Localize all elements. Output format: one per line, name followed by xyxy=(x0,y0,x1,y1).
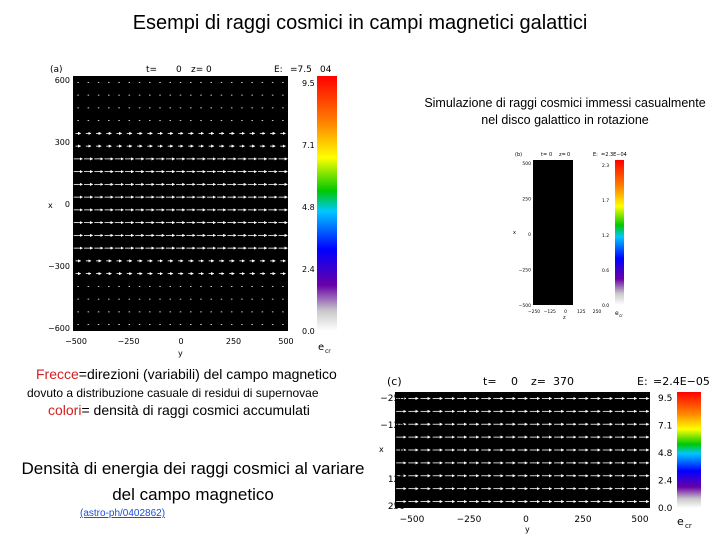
colorbar-tick-label: 4.8 xyxy=(658,449,673,459)
y-tick-label: −250 xyxy=(519,268,531,274)
colorbar-sublabel: cr xyxy=(619,313,623,318)
y-tick-label: 250 xyxy=(522,197,531,203)
x-tick-label: −125 xyxy=(544,309,556,315)
reference-link[interactable]: (astro-ph/0402862) xyxy=(80,508,166,519)
simulation-caption: Simulazione di raggi cosmici immessi cas… xyxy=(424,96,706,127)
cosmic-ray-density-plot-small: (b) t= 0 z= 0 E: =2.3E−04 5002500−250−50… xyxy=(513,152,627,320)
header-e-exp: 04 xyxy=(320,65,332,75)
colorbar-tick-label: 0.0 xyxy=(658,504,673,514)
colorbar-tick-label: 9.5 xyxy=(658,394,672,404)
colorbar-tick-label: 2.3 xyxy=(602,163,609,169)
colorbar-tick-label: 0.0 xyxy=(602,303,609,309)
header-e-label: E: xyxy=(274,65,283,75)
header-e-value: =2.3E−04 xyxy=(601,152,627,158)
header-z-value: 0 xyxy=(206,65,212,75)
panel-label: (c) xyxy=(387,375,402,388)
y-tick-label: −250 xyxy=(380,394,405,404)
colorbar xyxy=(677,392,701,508)
y-axis-label: x xyxy=(513,230,516,236)
colorbar-tick-label: 0.0 xyxy=(302,327,315,336)
header-t-label: t= xyxy=(146,65,157,75)
x-tick-label: −500 xyxy=(400,515,425,525)
colorbar-label: e xyxy=(677,515,684,528)
plot-area xyxy=(73,76,288,331)
x-tick-label: 500 xyxy=(278,337,293,346)
y-tick-label: 0 xyxy=(65,200,70,209)
colorbar-tick-label: 7.1 xyxy=(658,422,672,432)
header-z-label: z= xyxy=(191,65,203,75)
header-z-label: z= xyxy=(559,152,566,158)
x-axis-label: z xyxy=(563,315,566,320)
y-tick-label: −125 xyxy=(380,421,405,431)
x-axis-label: y xyxy=(178,349,183,358)
x-tick-label: −250 xyxy=(457,515,482,525)
x-tick-label: 0 xyxy=(523,515,529,525)
legend-arrows: Frecce=direzioni (variabili) del campo m… xyxy=(36,366,337,382)
x-axis-label: y xyxy=(525,525,530,534)
header-t-label: t= xyxy=(483,375,497,388)
x-tick-label: −250 xyxy=(118,337,140,346)
x-tick-label: 0 xyxy=(564,309,567,315)
panel-label: (b) xyxy=(515,152,522,158)
header-z-label: z= xyxy=(531,375,546,388)
header-t-value: 0 xyxy=(176,65,182,75)
header-t-label: t= xyxy=(541,152,547,158)
density-description: Densità di energia dei raggi cosmici al … xyxy=(21,459,365,504)
x-tick-label: 125 xyxy=(577,309,586,315)
x-tick-label: 250 xyxy=(574,515,591,525)
y-tick-label: −500 xyxy=(519,303,531,309)
x-tick-label: −500 xyxy=(65,337,87,346)
header-e-label: E: xyxy=(637,375,648,388)
legend-arrows-label: Frecce xyxy=(36,366,79,382)
y-tick-label: 250 xyxy=(388,502,405,512)
header-z-value: 370 xyxy=(553,375,574,388)
colorbar-tick-label: 4.8 xyxy=(302,203,315,212)
colorbar xyxy=(615,160,624,305)
colorbar-tick-label: 9.5 xyxy=(302,79,315,88)
colorbar-label: e xyxy=(615,310,619,317)
magnetic-field-plot-bottom: (c) t= 0 z= 370 E: =2.4E−05 −250 −125 0 125… xyxy=(379,375,710,534)
header-t-value: 0 xyxy=(549,152,552,158)
x-tick-label: −250 xyxy=(528,309,540,315)
y-axis-label: x xyxy=(48,201,53,210)
legend-arrows-text: =direzioni (variabili) del campo magneti… xyxy=(78,366,337,382)
legend-colors: colori= densità di raggi cosmici accumul… xyxy=(48,402,310,418)
x-tick-label: 500 xyxy=(631,515,648,525)
y-tick-label: 0 xyxy=(399,448,405,458)
colorbar-tick-label: 7.1 xyxy=(302,141,315,150)
header-z-value: 0 xyxy=(567,152,570,158)
x-tick-label: 250 xyxy=(593,309,602,315)
colorbar-tick-label: 1.7 xyxy=(602,198,609,204)
legend-colors-text: = densità di raggi cosmici accumulati xyxy=(81,402,310,418)
x-tick-label: 0 xyxy=(178,337,183,346)
colorbar-tick-label: 1.2 xyxy=(602,233,609,239)
y-tick-label: −600 xyxy=(48,324,70,333)
colorbar-sublabel: cr xyxy=(685,522,692,530)
plot-area xyxy=(533,160,573,305)
x-tick-label: 250 xyxy=(226,337,241,346)
y-tick-label: 0 xyxy=(528,232,531,238)
header-e-value: =7.5 xyxy=(290,65,312,75)
header-e-label: E: xyxy=(593,152,598,158)
panel-label: (a) xyxy=(50,65,63,75)
colorbar xyxy=(317,76,337,331)
colorbar-tick-label: 0.6 xyxy=(602,268,609,274)
page-title: Esempi di raggi cosmici in campi magneti… xyxy=(132,12,588,34)
y-tick-label: 125 xyxy=(388,475,405,485)
y-tick-label: −300 xyxy=(48,262,70,271)
y-tick-label: 500 xyxy=(522,161,531,167)
header-e-value: =2.4E−05 xyxy=(653,375,710,388)
colorbar-tick-label: 2.4 xyxy=(658,477,673,487)
header-t-value: 0 xyxy=(511,375,518,388)
y-tick-label: 600 xyxy=(55,76,70,85)
y-axis-label: x xyxy=(379,445,384,454)
colorbar-tick-label: 2.4 xyxy=(302,265,315,274)
magnetic-field-plot-main: (a) t= 0 z= 0 E: =7.5 04 600 300 0 −300 −600… xyxy=(48,65,337,358)
legend-colors-label: colori xyxy=(48,402,82,418)
colorbar-sublabel: cr xyxy=(325,348,331,355)
legend-origin: dovuto a distribuzione casuale di residu… xyxy=(27,386,319,400)
y-tick-label: 300 xyxy=(55,138,70,147)
colorbar-label: e xyxy=(318,342,324,353)
